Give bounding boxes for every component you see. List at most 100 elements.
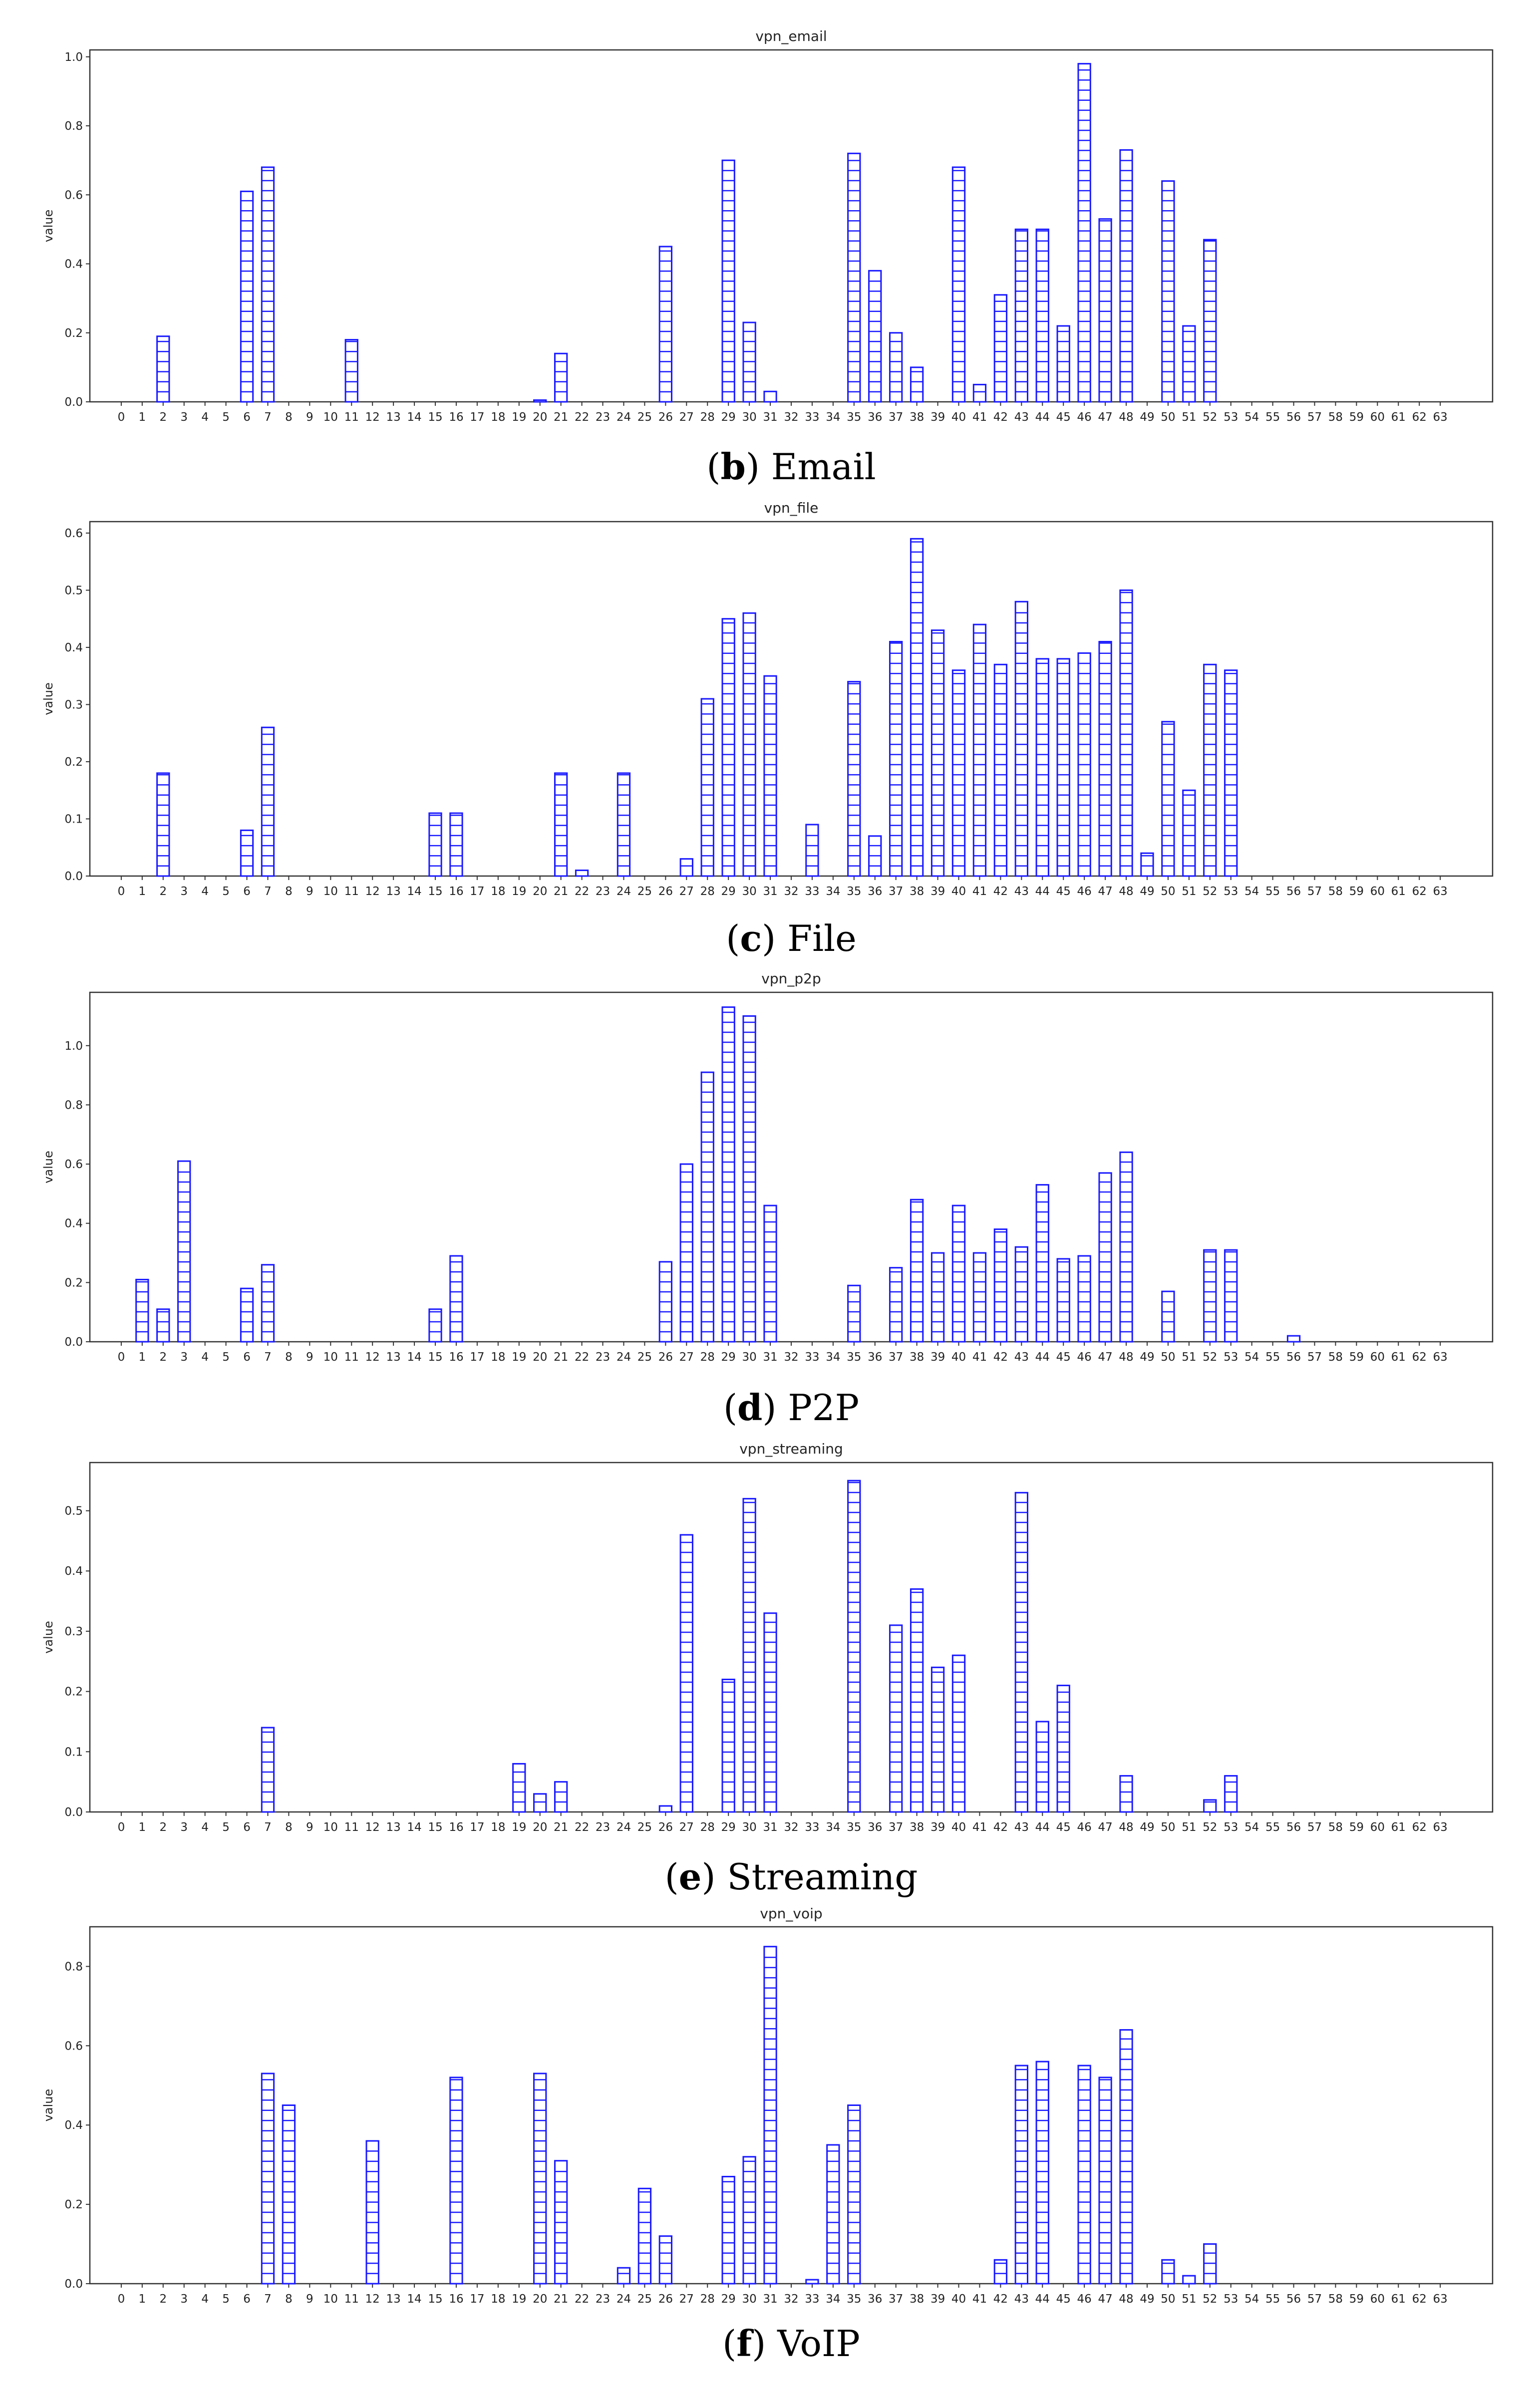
x-tick-label: 7 xyxy=(264,1821,272,1834)
x-tick-label: 15 xyxy=(428,411,442,424)
x-tick-label: 29 xyxy=(721,411,736,424)
x-tick-label: 23 xyxy=(596,1351,610,1364)
bar-rect xyxy=(1203,239,1217,403)
bar-30 xyxy=(742,1497,756,1813)
bar-rect xyxy=(1224,669,1238,877)
bar-43 xyxy=(1014,1491,1029,1813)
x-tick-label: 63 xyxy=(1433,1351,1448,1364)
x-tick-label: 8 xyxy=(285,1351,293,1364)
x-tick-label: 22 xyxy=(575,411,589,424)
y-tick-label: 0.2 xyxy=(64,327,83,340)
x-tick-label: 9 xyxy=(306,1821,313,1834)
x-tick-label: 26 xyxy=(658,885,673,898)
bar-52 xyxy=(1203,239,1217,403)
bar-rect xyxy=(1077,1255,1091,1343)
x-tick-label: 41 xyxy=(972,885,987,898)
x-tick-label: 24 xyxy=(616,1821,631,1834)
bar-rect xyxy=(930,1666,945,1813)
bar-46 xyxy=(1077,63,1091,403)
bar-rect xyxy=(1203,663,1217,877)
bar-37 xyxy=(889,640,903,877)
x-tick-label: 13 xyxy=(386,1821,400,1834)
bar-rect xyxy=(721,618,735,877)
y-tick-label: 0.0 xyxy=(64,2278,83,2291)
y-axis-label: value xyxy=(41,1621,55,1654)
x-tick-label: 10 xyxy=(323,2293,338,2306)
bar-6 xyxy=(240,829,254,877)
bar-rect xyxy=(554,1781,568,1813)
bar-47 xyxy=(1098,640,1112,877)
bar-24 xyxy=(616,2267,631,2285)
bar-rect xyxy=(1056,325,1070,403)
bar-45 xyxy=(1056,658,1070,877)
bar-rect xyxy=(533,2073,547,2285)
x-tick-label: 20 xyxy=(533,1351,547,1364)
x-tick-label: 54 xyxy=(1244,1821,1259,1834)
bar-30 xyxy=(742,1015,756,1343)
x-tick-label: 55 xyxy=(1265,1351,1280,1364)
x-tick-label: 8 xyxy=(285,1821,293,1834)
x-tick-label: 60 xyxy=(1370,885,1385,898)
chart-title: vpn_streaming xyxy=(739,1441,843,1457)
plot-frame xyxy=(89,1926,1494,2285)
x-tick-label: 41 xyxy=(972,1821,987,1834)
x-tick-label: 21 xyxy=(554,2293,568,2306)
x-tick-label: 29 xyxy=(721,885,736,898)
x-tick-label: 54 xyxy=(1244,1351,1259,1364)
bar-rect xyxy=(1203,1249,1217,1343)
x-tick-label: 45 xyxy=(1056,1821,1071,1834)
bar-rect xyxy=(637,2187,652,2285)
x-tick-label: 36 xyxy=(868,411,882,424)
x-tick-label: 7 xyxy=(264,411,272,424)
x-tick-label: 12 xyxy=(365,411,380,424)
x-tick-label: 60 xyxy=(1370,1351,1385,1364)
bar-7 xyxy=(261,1264,275,1343)
x-tick-label: 25 xyxy=(637,885,652,898)
x-tick-label: 14 xyxy=(407,1821,421,1834)
x-tick-label: 57 xyxy=(1307,1821,1322,1834)
bar-7 xyxy=(261,726,275,877)
x-tick-label: 32 xyxy=(784,1821,798,1834)
x-tick-label: 53 xyxy=(1224,885,1238,898)
bar-39 xyxy=(930,1666,945,1813)
x-tick-label: 9 xyxy=(306,2293,313,2306)
x-tick-label: 32 xyxy=(784,885,798,898)
bar-16 xyxy=(449,1255,463,1343)
bar-rect xyxy=(1014,2065,1029,2285)
bar-rect xyxy=(993,1228,1008,1343)
bar-rect xyxy=(1286,1335,1301,1343)
y-tick-label: 0.6 xyxy=(64,1158,83,1171)
bar-45 xyxy=(1056,325,1070,403)
x-tick-label: 48 xyxy=(1119,885,1133,898)
x-tick-label: 27 xyxy=(679,2293,694,2306)
bar-35 xyxy=(847,1284,861,1343)
bar-46 xyxy=(1077,652,1091,877)
x-tick-label: 19 xyxy=(512,885,526,898)
x-tick-label: 28 xyxy=(700,1351,715,1364)
bar-rect xyxy=(972,623,987,877)
x-tick-label: 61 xyxy=(1391,2293,1406,2306)
bar-43 xyxy=(1014,1246,1029,1343)
bar-26 xyxy=(658,1261,673,1343)
x-tick-label: 62 xyxy=(1412,1821,1427,1834)
x-tick-label: 23 xyxy=(596,1821,610,1834)
bar-rect xyxy=(700,1071,714,1343)
bar-rect xyxy=(847,681,861,877)
chart-title: vpn_email xyxy=(755,28,827,44)
plot-frame xyxy=(89,49,1494,403)
x-tick-label: 8 xyxy=(285,411,293,424)
x-tick-label: 24 xyxy=(616,1351,631,1364)
bar-44 xyxy=(1035,1184,1049,1343)
bar-44 xyxy=(1035,2061,1049,2285)
bar-rect xyxy=(428,1308,442,1343)
panel-caption: (f) VoIP xyxy=(722,2322,860,2365)
bar-rect xyxy=(868,270,882,403)
bar-3 xyxy=(177,1160,191,1343)
bar-rect xyxy=(742,1015,756,1343)
x-tick-label: 10 xyxy=(323,885,338,898)
x-tick-label: 9 xyxy=(306,411,313,424)
bar-rect xyxy=(1098,640,1112,877)
x-tick-label: 49 xyxy=(1140,411,1154,424)
x-tick-label: 36 xyxy=(868,1351,882,1364)
